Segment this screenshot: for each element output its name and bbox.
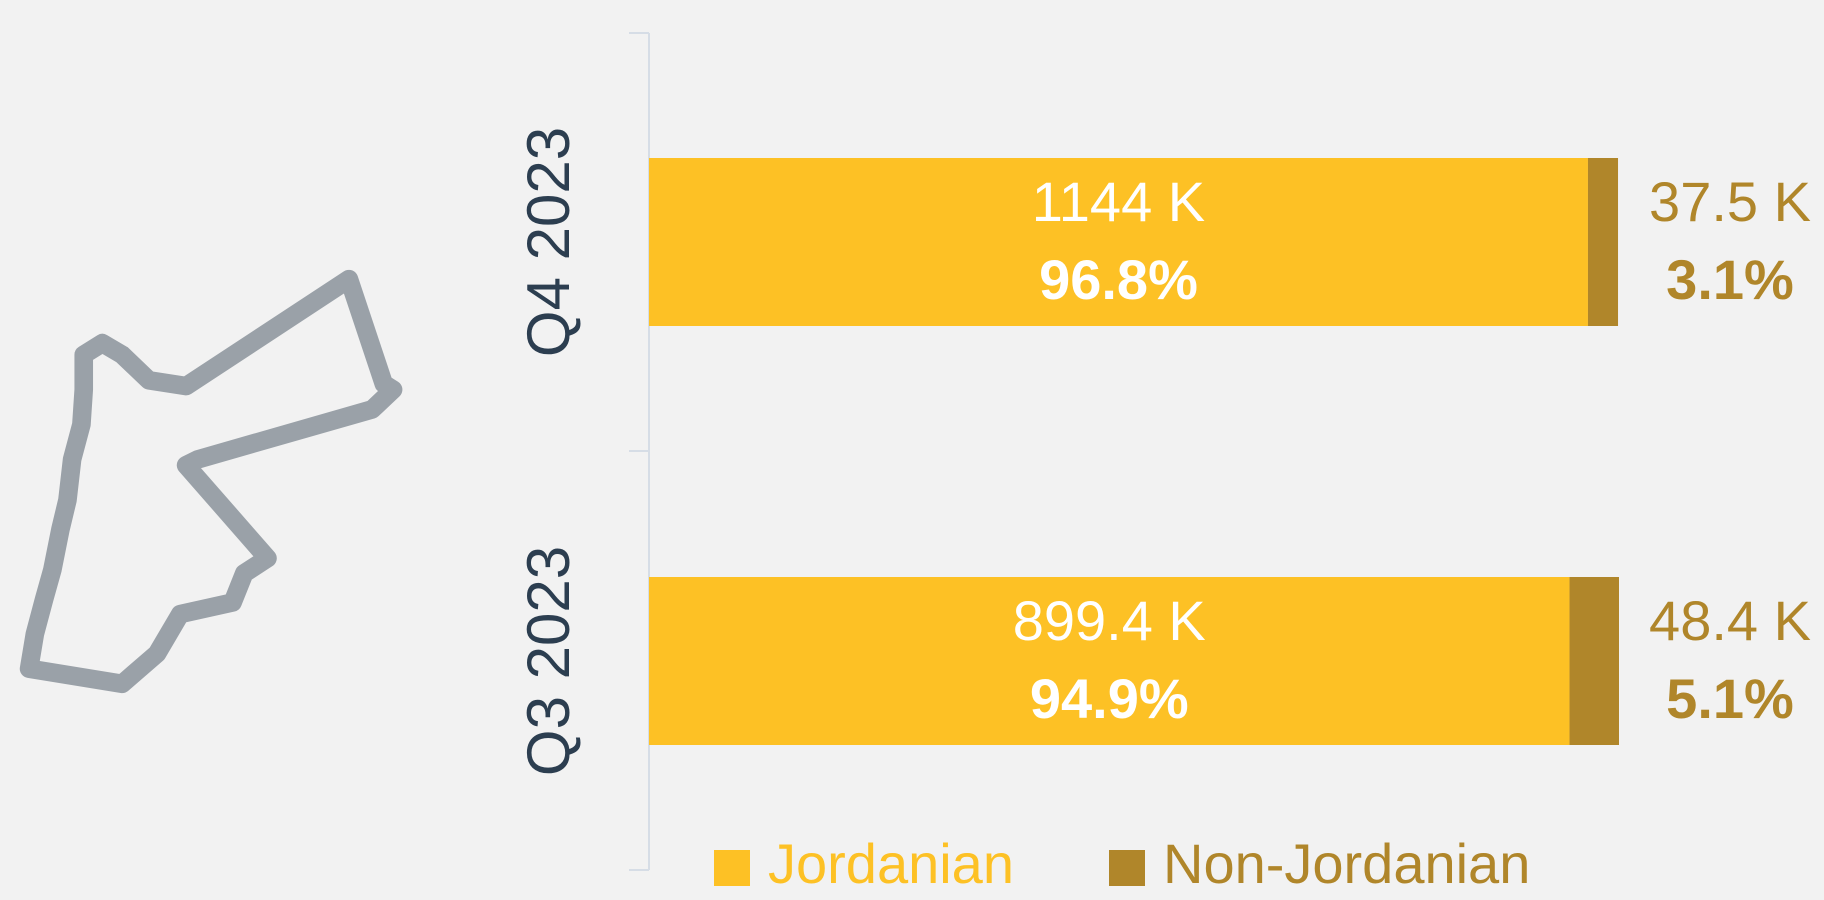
legend-label: Non-Jordanian bbox=[1163, 832, 1530, 895]
count-label: 1144 K bbox=[1032, 170, 1205, 233]
legend-swatch bbox=[1109, 850, 1145, 886]
category-label: Q4 2023 bbox=[515, 127, 582, 357]
value-label: 94.9% bbox=[1030, 667, 1189, 730]
value-label: 96.8% bbox=[1039, 248, 1198, 311]
value-label: 3.1% bbox=[1666, 248, 1794, 311]
bar-segment bbox=[1587, 158, 1619, 326]
value-label: 5.1% bbox=[1666, 667, 1794, 730]
bar-segment bbox=[649, 577, 1570, 745]
bar-segment bbox=[649, 158, 1588, 326]
count-label: 37.5 K bbox=[1649, 170, 1811, 233]
legend-label: Jordanian bbox=[768, 832, 1014, 895]
count-label: 899.4 K bbox=[1013, 589, 1206, 652]
category-axis bbox=[629, 32, 650, 871]
legend-swatch bbox=[714, 850, 750, 886]
bar-segment bbox=[1569, 577, 1619, 745]
count-label: 48.4 K bbox=[1649, 589, 1811, 652]
map-outline bbox=[19, 269, 403, 694]
category-label: Q3 2023 bbox=[515, 546, 582, 776]
